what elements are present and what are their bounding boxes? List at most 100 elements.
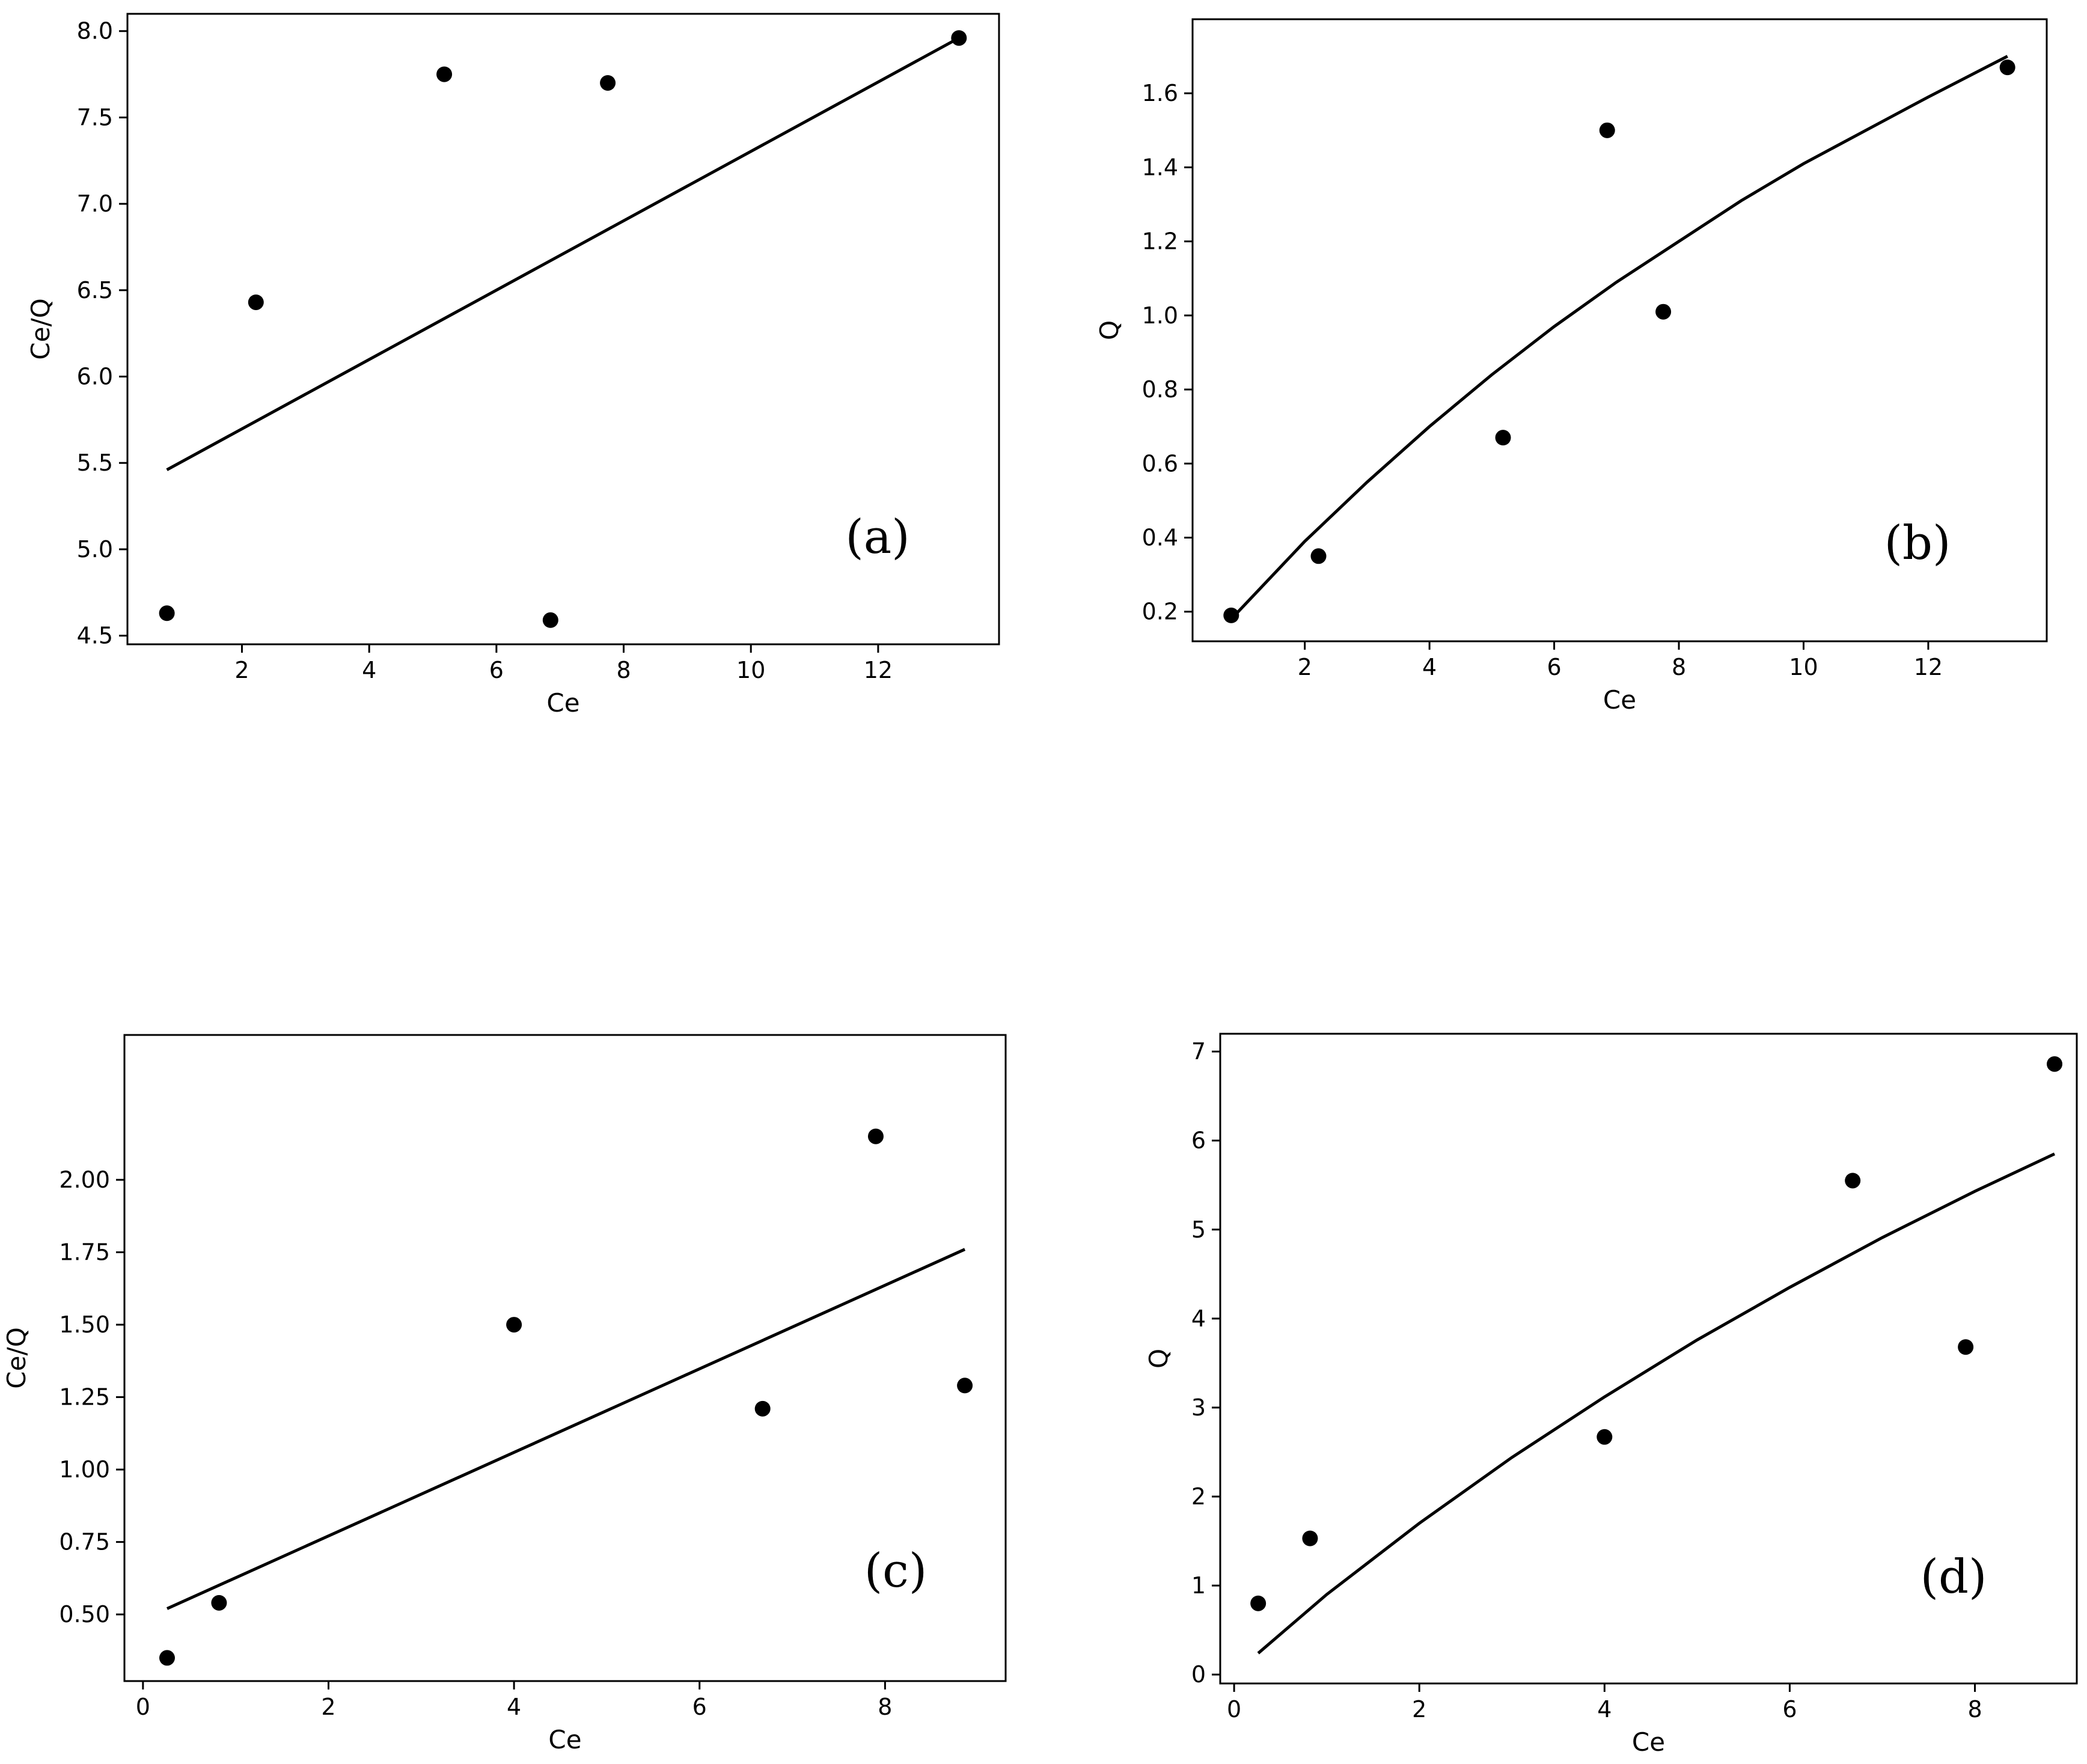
- panel-d-data-point: [1845, 1173, 1861, 1189]
- panel-c-panel-label: (c): [864, 1544, 927, 1598]
- panel-c-data-point: [957, 1378, 973, 1394]
- panel-c-data-point: [506, 1317, 522, 1333]
- panel-a-fit-line: [166, 37, 960, 471]
- panel-b-xtick-label: 4: [1422, 654, 1437, 680]
- panel-d-ytick-label: 7: [1191, 1039, 1206, 1065]
- panel-d: 0 2 4 6 8 0 1 2 3 4 5 6 7 Ce Q (d): [1144, 1033, 2078, 1757]
- panel-b-panel-label: (b): [1884, 516, 1951, 570]
- panel-a-data-point: [159, 605, 175, 621]
- panel-a-axes-frame: [126, 13, 1000, 645]
- panel-c-ytick-label: 0.50: [59, 1601, 110, 1628]
- panel-a-xtick-label: 10: [736, 657, 765, 683]
- panel-c-y-axis-label: Ce/Q: [2, 1327, 31, 1388]
- panel-d-ytick-label: 0: [1191, 1661, 1206, 1688]
- panel-c-data-point: [867, 1128, 884, 1144]
- panel-d-ytick-label: 6: [1191, 1128, 1206, 1154]
- panel-d-data-point: [1958, 1339, 1974, 1355]
- panel-b-xtick-label: 12: [1914, 654, 1943, 680]
- panel-a-ytick-label: 5.0: [77, 536, 113, 563]
- panel-c-xtick-label: 8: [878, 1694, 892, 1720]
- panel-b-data-point: [1655, 304, 1672, 320]
- panel-b-y-axis-label: Q: [1095, 320, 1124, 340]
- panel-d-fit-line: [1257, 1152, 2056, 1655]
- panel-b-ytick-label: 1.6: [1142, 80, 1178, 106]
- panel-b-data-point: [1599, 122, 1615, 138]
- panel-c-xtick-label: 4: [507, 1694, 521, 1720]
- panel-b-xtick-label: 10: [1789, 654, 1818, 680]
- panel-a-data-point: [248, 294, 264, 310]
- panel-c-xtick-label: 0: [136, 1694, 150, 1720]
- panel-d-axes-frame: [1219, 1033, 2078, 1685]
- panel-b-xtick-label: 8: [1672, 654, 1686, 680]
- panel-d-data-point: [2047, 1056, 2063, 1072]
- panel-b-axes-frame: [1191, 18, 2048, 642]
- panel-a: 2 4 6 8 10 12 4.5 5.0 5.5 6.0 6.5 7.0 7.5 8.0 Ce Ce/Q (a…: [26, 13, 1000, 718]
- panel-b-x-axis-label: Ce: [1603, 685, 1636, 715]
- panel-d-xtick-label: 0: [1227, 1696, 1241, 1723]
- panel-c-data-point: [159, 1650, 175, 1666]
- panel-d-xtick-label: 2: [1412, 1696, 1426, 1723]
- panel-c-ytick-label: 1.00: [59, 1456, 110, 1483]
- panel-d-ytick-label: 1: [1191, 1572, 1206, 1599]
- panel-c: 0 2 4 6 8 0.50 0.75 1.00 1.25 1.50 1.75 2.00 Ce Ce/Q (…: [2, 1034, 1007, 1754]
- panel-c-ytick-label: 1.50: [59, 1311, 110, 1338]
- panel-a-xtick-label: 8: [616, 657, 631, 683]
- panel-b-fit-line: [1230, 55, 2008, 620]
- panel-a-ytick-label: 8.0: [77, 18, 113, 44]
- panel-b-data-point: [1999, 60, 2015, 76]
- panel-c-data-point: [754, 1400, 771, 1417]
- panel-a-xtick-label: 4: [362, 657, 376, 683]
- panel-b-ytick-label: 1.2: [1142, 228, 1178, 255]
- panel-d-xtick-label: 8: [1967, 1696, 1982, 1723]
- panel-b-data-point: [1223, 607, 1239, 623]
- panel-d-xtick-label: 6: [1782, 1696, 1797, 1723]
- panel-d-data-point: [1597, 1429, 1613, 1445]
- panel-b-ytick-label: 1.0: [1142, 302, 1178, 329]
- panel-a-ytick-label: 4.5: [77, 623, 113, 649]
- panel-c-ytick-label: 0.75: [59, 1529, 110, 1555]
- panel-a-y-axis-label: Ce/Q: [26, 298, 55, 359]
- panel-a-data-point: [600, 75, 616, 91]
- panel-a-xtick-label: 12: [864, 657, 893, 683]
- panel-c-ytick-label: 1.25: [59, 1384, 110, 1411]
- panel-c-fit-line: [166, 1248, 966, 1610]
- panel-a-data-point: [951, 30, 967, 46]
- panel-c-ytick-label: 2.00: [59, 1167, 110, 1193]
- panel-c-ytick-label: 1.75: [59, 1239, 110, 1266]
- panel-c-xtick-label: 6: [692, 1694, 707, 1720]
- panel-a-xtick-label: 6: [489, 657, 504, 683]
- panel-a-xtick-label: 2: [234, 657, 249, 683]
- panel-c-data-point: [211, 1595, 227, 1611]
- panel-b-ytick-label: 1.4: [1142, 154, 1178, 180]
- panel-d-data-point: [1302, 1530, 1318, 1546]
- panel-b-ytick-label: 0.6: [1142, 450, 1178, 477]
- panel-c-x-axis-label: Ce: [548, 1725, 581, 1754]
- panel-d-ytick-label: 5: [1191, 1216, 1206, 1243]
- panel-d-y-axis-label: Q: [1144, 1349, 1173, 1369]
- panel-a-ytick-label: 6.0: [77, 364, 113, 390]
- panel-d-x-axis-label: Ce: [1632, 1727, 1665, 1757]
- panel-a-ytick-label: 5.5: [77, 450, 113, 476]
- panel-b: 2 4 6 8 10 12 0.2 0.4 0.6 0.8 1.0 1.2 1.4 1.6 Ce Q (b): [1095, 18, 2048, 715]
- panel-b-xtick-label: 2: [1298, 654, 1312, 680]
- panel-a-x-axis-label: Ce: [546, 688, 579, 718]
- panel-a-panel-label: (a): [845, 510, 909, 564]
- panel-a-ytick-label: 7.0: [77, 191, 113, 217]
- panel-b-data-point: [1495, 430, 1511, 446]
- panel-d-ytick-label: 4: [1191, 1305, 1206, 1332]
- panel-a-data-point: [436, 66, 453, 82]
- panel-d-xtick-label: 4: [1597, 1696, 1612, 1723]
- panel-c-xtick-label: 2: [321, 1694, 335, 1720]
- panel-c-axes-frame: [123, 1034, 1007, 1682]
- panel-a-ytick-label: 7.5: [77, 104, 113, 130]
- panel-a-data-point: [542, 612, 558, 628]
- panel-b-data-point: [1310, 548, 1327, 564]
- panel-d-panel-label: (d): [1920, 1550, 1987, 1604]
- panel-a-ytick-label: 6.5: [77, 277, 113, 304]
- panel-b-ytick-label: 0.2: [1142, 599, 1178, 625]
- panel-d-ytick-label: 3: [1191, 1394, 1206, 1421]
- panel-b-ytick-label: 0.4: [1142, 525, 1178, 551]
- panel-b-ytick-label: 0.8: [1142, 376, 1178, 403]
- panel-b-xtick-label: 6: [1547, 654, 1561, 680]
